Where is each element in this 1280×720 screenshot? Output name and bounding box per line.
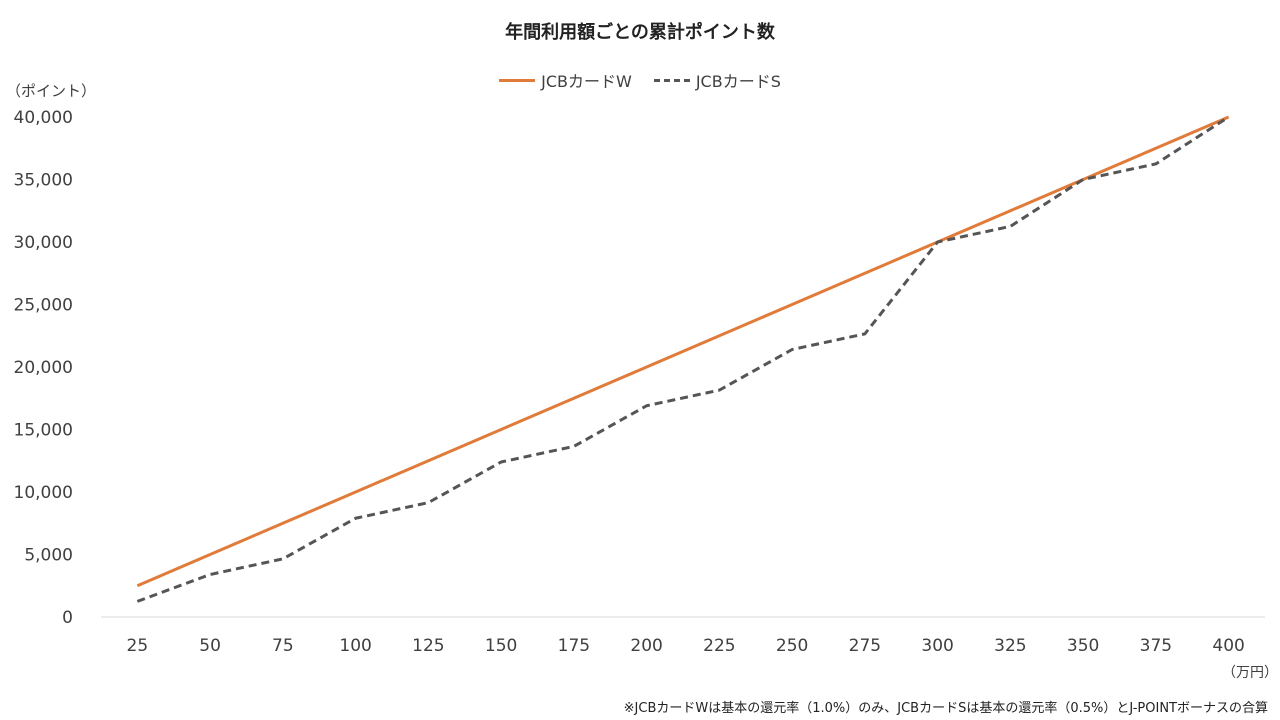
x-tick-label: 225 xyxy=(703,636,735,656)
legend-item-w: JCBカードW xyxy=(499,68,632,92)
legend-item-s: JCBカードS xyxy=(653,68,781,92)
x-tick-label: 125 xyxy=(412,636,444,656)
y-tick-label: 20,000 xyxy=(14,358,73,378)
y-tick-label: 40,000 xyxy=(14,108,73,128)
x-tick-label: 375 xyxy=(1140,636,1172,656)
legend-label-s: JCBカードS xyxy=(695,72,781,91)
x-tick-label: 100 xyxy=(339,636,371,656)
x-tick-label: 250 xyxy=(776,636,808,656)
x-tick-label: 300 xyxy=(921,636,953,656)
x-tick-label: 275 xyxy=(849,636,881,656)
chart-title: 年間利用額ごとの累計ポイント数 xyxy=(505,22,775,43)
y-axis-label: （ポイント） xyxy=(6,82,97,100)
legend-swatch-s xyxy=(653,78,690,82)
footnote: ※JCBカードWは基本の還元率（1.0%）のみ、JCBカードSは基本の還元率（0… xyxy=(623,701,1268,716)
y-tick-label: 25,000 xyxy=(14,296,73,316)
x-tick-label: 25 xyxy=(127,636,149,656)
y-tick-label: 30,000 xyxy=(14,233,73,253)
y-tick-label: 5,000 xyxy=(24,546,73,566)
series-line-w xyxy=(136,115,1230,588)
x-tick-label: 50 xyxy=(199,636,221,656)
y-tick-label: 15,000 xyxy=(14,421,73,441)
series-line-s xyxy=(136,115,1230,603)
x-tick-label: 400 xyxy=(1212,636,1244,656)
y-tick-label: 10,000 xyxy=(14,483,73,503)
x-tick-label: 75 xyxy=(272,636,294,656)
x-tick-label: 350 xyxy=(1067,636,1099,656)
x-axis-unit: （万円） xyxy=(1222,665,1278,681)
legend-label-w: JCBカードW xyxy=(541,72,632,91)
x-tick-label: 200 xyxy=(630,636,662,656)
legend-swatch-w xyxy=(499,78,536,82)
x-tick-label: 175 xyxy=(558,636,590,656)
x-tick-label: 150 xyxy=(485,636,517,656)
y-tick-label: 35,000 xyxy=(14,171,73,191)
y-tick-label: 0 xyxy=(62,608,73,628)
x-tick-label: 325 xyxy=(994,636,1026,656)
legend: JCBカードW JCBカードS xyxy=(0,68,1280,92)
